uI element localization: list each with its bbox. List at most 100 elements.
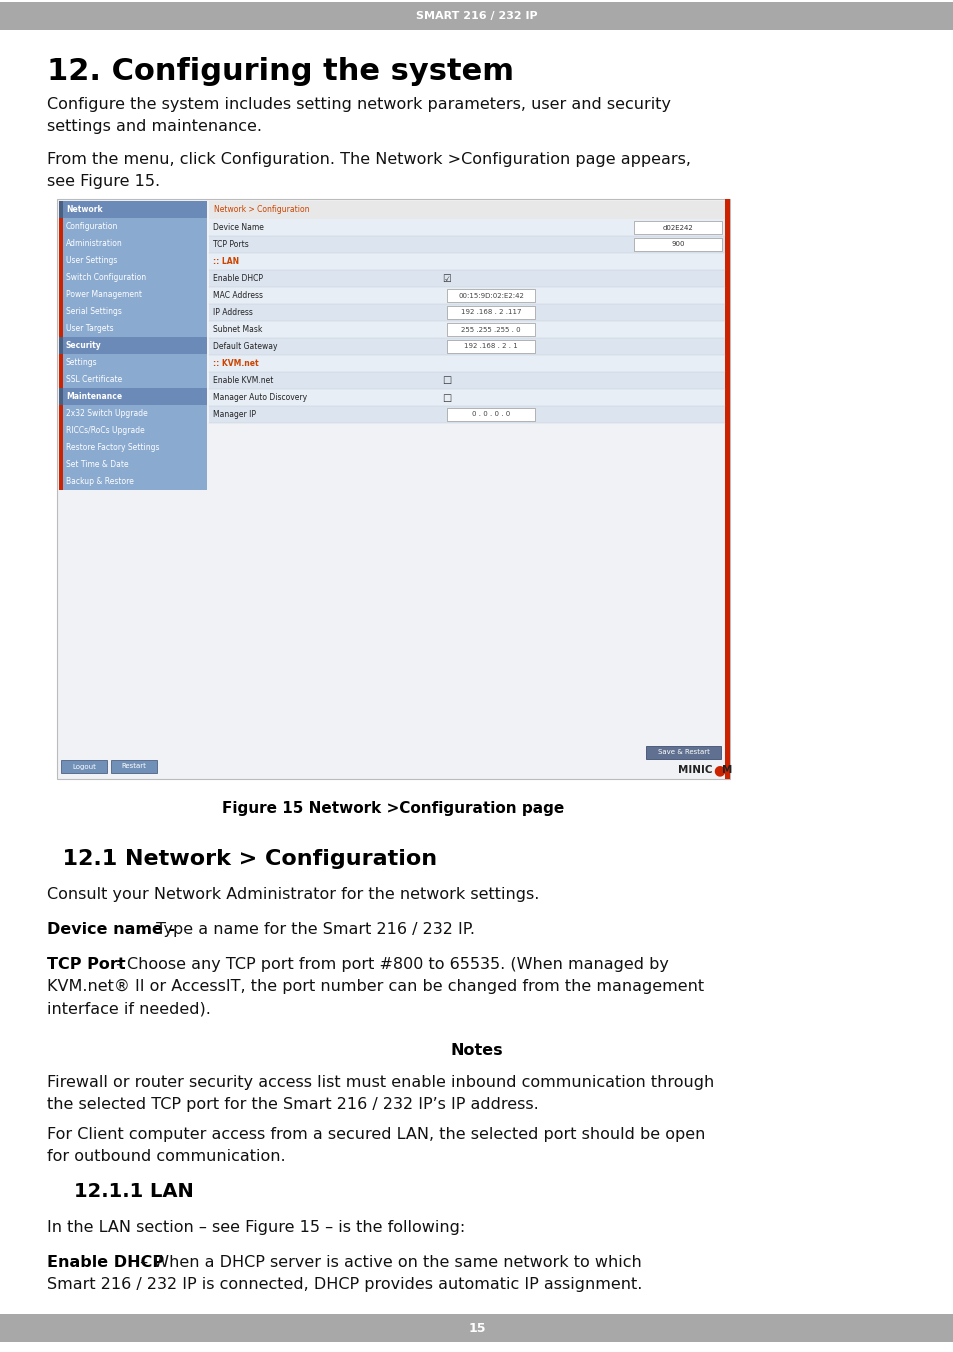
Bar bbox=[447, 339, 535, 353]
Text: 12. Configuring the system: 12. Configuring the system bbox=[47, 57, 514, 87]
Text: Serial Settings: Serial Settings bbox=[66, 307, 122, 316]
Bar bbox=[61, 760, 107, 773]
Bar bbox=[59, 235, 63, 251]
Bar bbox=[447, 323, 535, 337]
Text: □: □ bbox=[441, 392, 451, 403]
Bar bbox=[209, 356, 724, 372]
Bar bbox=[209, 372, 724, 389]
Text: Consult your Network Administrator for the network settings.: Consult your Network Administrator for t… bbox=[47, 887, 538, 902]
Text: Maintenance: Maintenance bbox=[66, 392, 122, 402]
Bar bbox=[59, 303, 63, 320]
Text: :: LAN: :: LAN bbox=[213, 257, 239, 266]
Text: Power Management: Power Management bbox=[66, 289, 142, 299]
Bar bbox=[447, 289, 535, 301]
Text: - Choose any TCP port from port #800 to 65535. (When managed by: - Choose any TCP port from port #800 to … bbox=[111, 957, 668, 972]
Bar bbox=[209, 389, 724, 406]
Bar bbox=[59, 251, 63, 269]
Bar bbox=[447, 408, 535, 420]
Text: :: KVM.net: :: KVM.net bbox=[213, 360, 258, 368]
Text: Switch Configuration: Switch Configuration bbox=[66, 273, 146, 283]
Text: Administration: Administration bbox=[66, 239, 123, 247]
Bar bbox=[0, 1, 953, 30]
Text: Smart 216 / 232 IP is connected, DHCP provides automatic IP assignment.: Smart 216 / 232 IP is connected, DHCP pr… bbox=[47, 1278, 641, 1293]
Text: Logout: Logout bbox=[72, 764, 96, 769]
Text: Restore Factory Settings: Restore Factory Settings bbox=[66, 443, 159, 452]
Text: 15: 15 bbox=[468, 1321, 485, 1334]
Bar bbox=[209, 320, 724, 338]
Text: 12.1 Network > Configuration: 12.1 Network > Configuration bbox=[47, 849, 436, 869]
Text: Device name -: Device name - bbox=[47, 922, 175, 937]
Text: Device Name: Device Name bbox=[213, 223, 264, 233]
Bar bbox=[59, 337, 63, 354]
Bar bbox=[209, 406, 724, 423]
Text: IP Address: IP Address bbox=[213, 308, 253, 316]
Text: 900: 900 bbox=[671, 242, 684, 247]
Text: Network > Configuration: Network > Configuration bbox=[213, 206, 309, 215]
Bar bbox=[59, 354, 207, 370]
Bar bbox=[59, 456, 63, 473]
Bar bbox=[59, 388, 63, 406]
Text: MINIC: MINIC bbox=[678, 765, 712, 775]
Text: Enable KVM.net: Enable KVM.net bbox=[213, 376, 274, 385]
Bar bbox=[57, 199, 729, 779]
Text: Subnet Mask: Subnet Mask bbox=[213, 324, 262, 334]
Text: Manager IP: Manager IP bbox=[213, 410, 255, 419]
Text: TCP Port: TCP Port bbox=[47, 957, 126, 972]
Bar bbox=[59, 422, 207, 439]
Text: Restart: Restart bbox=[121, 764, 146, 769]
Text: In the LAN section – see Figure 15 – is the following:: In the LAN section – see Figure 15 – is … bbox=[47, 1220, 465, 1234]
Bar bbox=[209, 219, 724, 237]
Bar bbox=[59, 287, 63, 303]
Bar bbox=[59, 337, 207, 354]
Bar bbox=[59, 388, 207, 406]
Text: MAC Address: MAC Address bbox=[213, 291, 263, 300]
Text: SMART 216 / 232 IP: SMART 216 / 232 IP bbox=[416, 11, 537, 22]
Text: Security: Security bbox=[66, 341, 102, 350]
Text: KVM.net® II or AccessIT, the port number can be changed from the management: KVM.net® II or AccessIT, the port number… bbox=[47, 979, 703, 994]
Text: Notes: Notes bbox=[450, 1042, 503, 1059]
Bar bbox=[59, 218, 207, 235]
Text: Type a name for the Smart 216 / 232 IP.: Type a name for the Smart 216 / 232 IP. bbox=[151, 922, 475, 937]
Text: ●: ● bbox=[712, 763, 724, 777]
Bar bbox=[724, 199, 729, 779]
Bar bbox=[59, 422, 63, 439]
Bar bbox=[634, 220, 721, 234]
Text: From the menu, click Configuration. The Network >Configuration page appears,
see: From the menu, click Configuration. The … bbox=[47, 151, 690, 189]
Text: 12.1.1 LAN: 12.1.1 LAN bbox=[47, 1182, 193, 1201]
Bar bbox=[59, 320, 207, 337]
Text: 0 . 0 . 0 . 0: 0 . 0 . 0 . 0 bbox=[472, 411, 510, 418]
Text: Default Gateway: Default Gateway bbox=[213, 342, 277, 352]
Text: 00:15:9D:02:E2:42: 00:15:9D:02:E2:42 bbox=[457, 292, 523, 299]
Bar bbox=[209, 253, 724, 270]
Text: 192 .168 . 2 .117: 192 .168 . 2 .117 bbox=[460, 310, 520, 315]
Text: Backup & Restore: Backup & Restore bbox=[66, 477, 133, 485]
Bar bbox=[59, 269, 207, 287]
Text: RICCs/RoCs Upgrade: RICCs/RoCs Upgrade bbox=[66, 426, 145, 435]
Bar bbox=[209, 304, 724, 320]
Bar bbox=[209, 338, 724, 356]
Text: User Settings: User Settings bbox=[66, 256, 117, 265]
Text: Manager Auto Discovery: Manager Auto Discovery bbox=[213, 393, 307, 402]
Bar bbox=[59, 370, 207, 388]
Bar bbox=[59, 354, 63, 370]
Bar bbox=[634, 238, 721, 251]
Text: 255 .255 .255 . 0: 255 .255 .255 . 0 bbox=[460, 326, 520, 333]
Bar bbox=[59, 269, 63, 287]
Text: Figure 15 Network >Configuration page: Figure 15 Network >Configuration page bbox=[222, 800, 564, 817]
Bar bbox=[59, 370, 63, 388]
Text: Enable DHCP: Enable DHCP bbox=[47, 1255, 164, 1270]
Bar bbox=[59, 439, 207, 456]
Text: 192 .168 . 2 . 1: 192 .168 . 2 . 1 bbox=[464, 343, 517, 350]
Text: User Targets: User Targets bbox=[66, 324, 113, 333]
Bar bbox=[59, 473, 207, 489]
Bar bbox=[111, 760, 157, 773]
Text: SSL Certificate: SSL Certificate bbox=[66, 375, 122, 384]
Text: d02E242: d02E242 bbox=[662, 224, 693, 230]
Bar bbox=[0, 1314, 953, 1343]
Text: Configuration: Configuration bbox=[66, 222, 118, 231]
Text: For Client computer access from a secured LAN, the selected port should be open
: For Client computer access from a secure… bbox=[47, 1128, 704, 1164]
Text: □: □ bbox=[441, 376, 451, 385]
Bar bbox=[59, 320, 63, 337]
Text: interface if needed).: interface if needed). bbox=[47, 1000, 211, 1015]
Text: Configure the system includes setting network parameters, user and security
sett: Configure the system includes setting ne… bbox=[47, 97, 670, 134]
